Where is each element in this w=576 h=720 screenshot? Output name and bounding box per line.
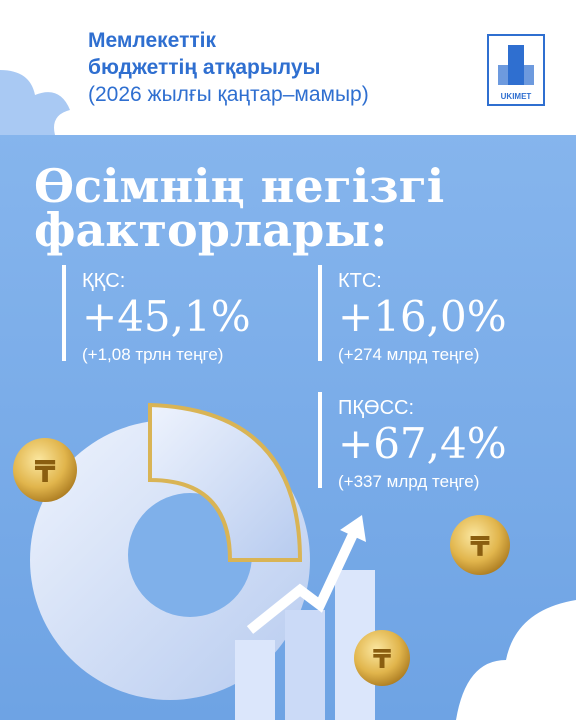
stat-bar [318,265,322,361]
svg-text:₸: ₸ [470,531,490,562]
header-subtitle: (2026 жылғы қаңтар–мамыр) [88,83,369,106]
header-title: Мемлекеттік [88,29,216,52]
stat-bar [62,265,66,361]
stat-label: ПҚӨСС: [338,397,414,419]
stat-note: (+1,08 трлн теңге) [82,345,223,364]
heading: Өсімнің негізгі [34,159,444,213]
stat-value: +45,1% [82,292,251,341]
svg-text:₸: ₸ [373,644,391,674]
stat-label: ҚҚС: [82,270,125,292]
logo-text: UKIMET [501,92,532,101]
stat-bar [318,392,322,488]
ornament [456,600,576,720]
stat-label: КТС: [338,270,382,292]
logo: UKIMET [487,34,545,106]
stat-note: (+274 млрд теңге) [338,345,479,364]
ornament [0,70,70,135]
header-band [0,0,576,135]
stat-value: +67,4% [338,419,507,468]
stat-value: +16,0% [338,292,507,341]
header-title: бюджеттің атқарылуы [88,56,321,79]
illustration: ₸ ₸ ₸ [13,402,510,720]
heading: факторлары: [34,203,387,257]
svg-text:₸: ₸ [35,456,56,489]
stat-note: (+337 млрд теңге) [338,472,479,491]
